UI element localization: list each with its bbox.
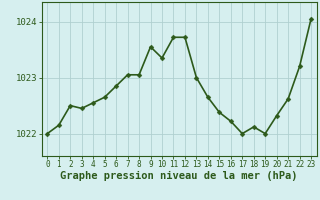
X-axis label: Graphe pression niveau de la mer (hPa): Graphe pression niveau de la mer (hPa) bbox=[60, 171, 298, 181]
